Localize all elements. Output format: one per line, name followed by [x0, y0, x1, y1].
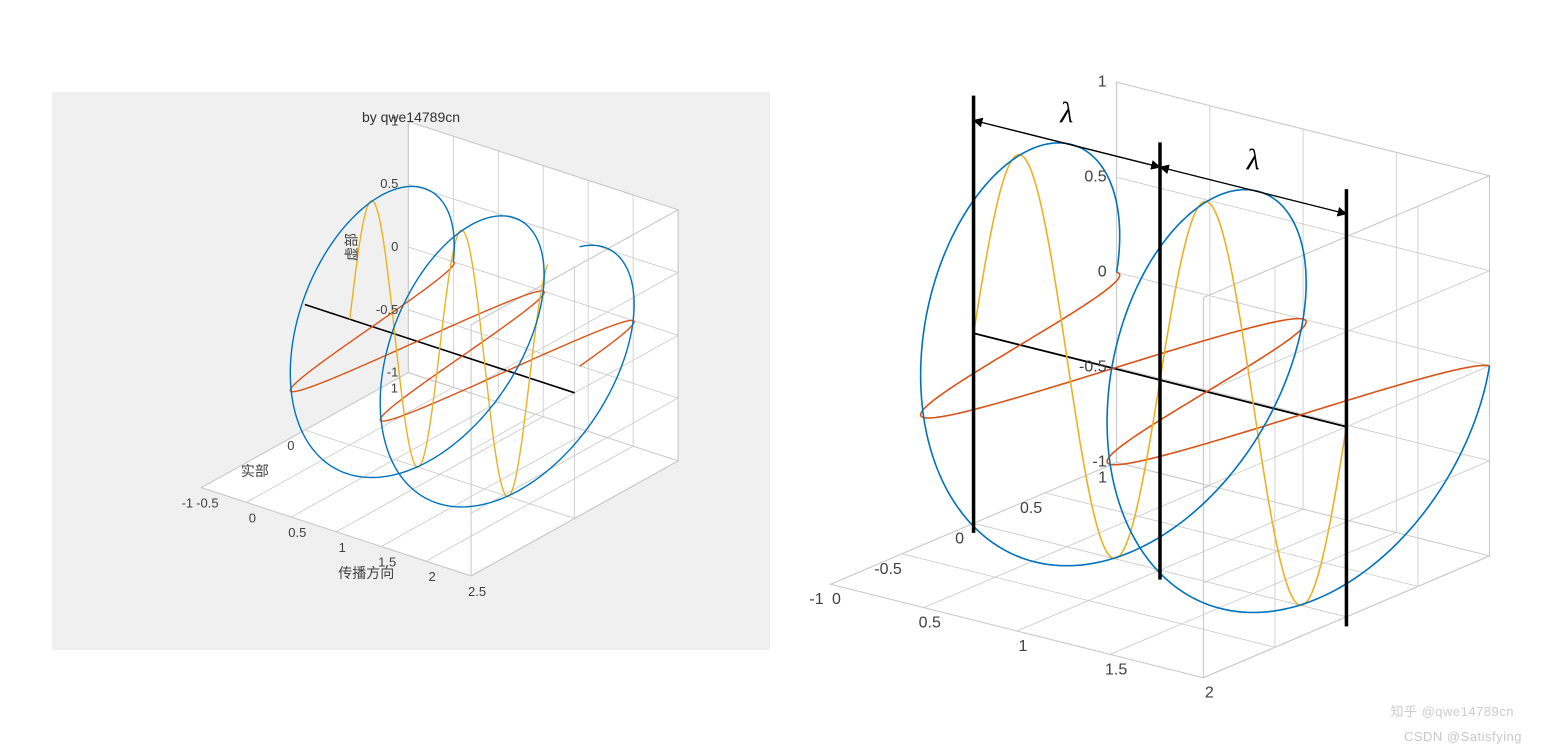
watermark-csdn: CSDN @Satisfying	[1404, 729, 1522, 744]
lambda-label: λ	[1059, 97, 1073, 130]
svg-text:0.5: 0.5	[1020, 500, 1042, 517]
right-plot-svg: 00.511.52-1-0.500.51-1-0.500.51λλ	[800, 20, 1520, 740]
svg-text:1.5: 1.5	[1105, 661, 1127, 678]
svg-text:0: 0	[1098, 263, 1107, 280]
svg-text:1: 1	[339, 540, 346, 555]
watermark-zhihu: 知乎 @qwe14789cn	[1390, 701, 1514, 720]
svg-text:-0.5: -0.5	[376, 302, 398, 317]
svg-text:-1: -1	[182, 496, 194, 511]
x-axis-label: 传播方向	[338, 565, 394, 581]
svg-text:-0.5: -0.5	[196, 496, 218, 511]
svg-text:-1: -1	[387, 365, 399, 380]
svg-text:0: 0	[832, 591, 841, 608]
svg-text:1: 1	[391, 381, 398, 396]
svg-text:1: 1	[1098, 469, 1107, 486]
svg-text:0: 0	[249, 510, 256, 525]
svg-text:1: 1	[1098, 73, 1107, 90]
svg-text:2.5: 2.5	[468, 584, 486, 599]
y-axis-label: 实部	[241, 463, 269, 479]
svg-text:0: 0	[955, 530, 964, 547]
svg-text:0.5: 0.5	[288, 525, 306, 540]
svg-text:2: 2	[429, 569, 436, 584]
svg-text:2: 2	[1205, 685, 1214, 702]
svg-text:-1: -1	[1092, 453, 1106, 470]
z-axis-label: 虚部	[343, 233, 359, 261]
left-3d-plot: -0.500.511.522.5-101-1-0.500.51传播方向实部虚部b…	[52, 92, 770, 650]
svg-text:-0.5: -0.5	[1079, 358, 1107, 375]
lambda-label: λ	[1246, 143, 1260, 176]
svg-text:1: 1	[1018, 638, 1027, 655]
left-plot-svg: -0.500.511.522.5-101-1-0.500.51传播方向实部虚部b…	[52, 92, 770, 650]
svg-text:-1: -1	[809, 591, 823, 608]
svg-text:0.5: 0.5	[380, 176, 398, 191]
right-3d-plot: 00.511.52-1-0.500.51-1-0.500.51λλ	[800, 20, 1520, 740]
plot-title: by qwe14789cn	[362, 109, 460, 125]
svg-text:0.5: 0.5	[919, 615, 941, 632]
svg-text:0: 0	[287, 438, 294, 453]
svg-text:0.5: 0.5	[1084, 168, 1106, 185]
svg-text:0: 0	[391, 239, 398, 254]
svg-text:-0.5: -0.5	[874, 561, 902, 578]
